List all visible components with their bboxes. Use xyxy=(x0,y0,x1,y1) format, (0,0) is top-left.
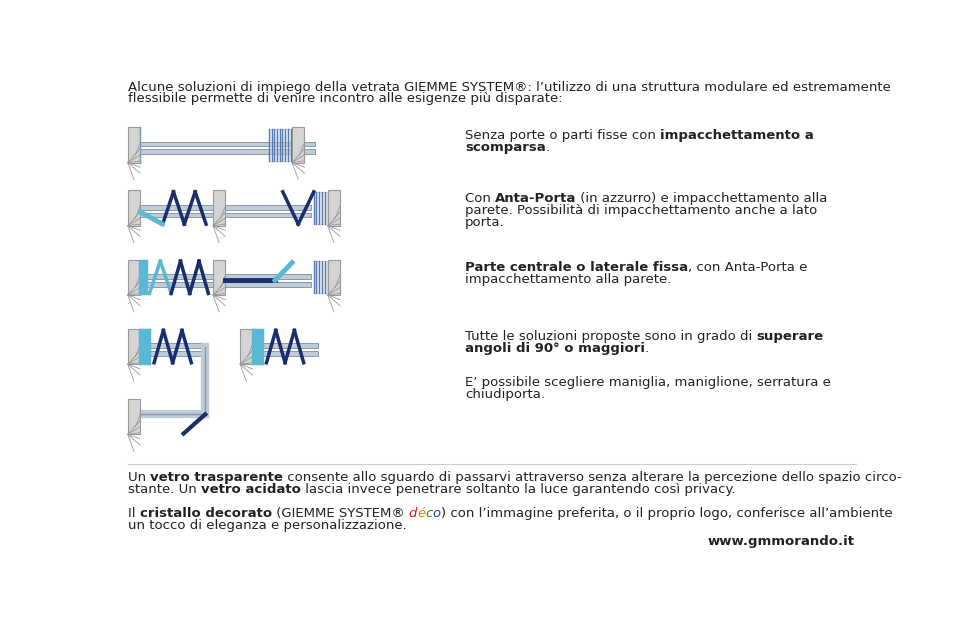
Text: parete. Possibilità di impacchettamento anche a lato: parete. Possibilità di impacchettamento … xyxy=(465,204,817,217)
Bar xyxy=(269,129,293,161)
Text: , con Anta-Porta e: , con Anta-Porta e xyxy=(688,261,807,274)
Text: é: é xyxy=(418,507,425,520)
Bar xyxy=(226,212,311,217)
Bar xyxy=(128,260,140,295)
Text: Un: Un xyxy=(128,472,150,484)
Bar xyxy=(240,329,252,364)
Text: lascia invece penetrare soltanto la luce garantendo così privacy.: lascia invece penetrare soltanto la luce… xyxy=(300,483,735,497)
Text: chiudiporta.: chiudiporta. xyxy=(465,388,545,401)
Text: (in azzurro) e impacchettamento alla: (in azzurro) e impacchettamento alla xyxy=(576,192,828,205)
Text: stante. Un: stante. Un xyxy=(128,483,201,497)
Bar xyxy=(226,274,311,279)
Bar xyxy=(140,205,218,209)
Text: E’ possibile scegliere maniglia, maniglione, serratura e: E’ possibile scegliere maniglia, manigli… xyxy=(465,376,830,389)
Text: cristallo decorato: cristallo decorato xyxy=(139,507,272,520)
Text: vetro acidato: vetro acidato xyxy=(201,483,300,497)
Bar xyxy=(252,343,318,348)
Text: (GIEMME SYSTEM®: (GIEMME SYSTEM® xyxy=(272,507,409,520)
Text: superare: superare xyxy=(756,330,824,343)
Text: Senza porte o parti fisse con: Senza porte o parti fisse con xyxy=(465,129,660,141)
Text: d: d xyxy=(409,507,417,520)
Text: c: c xyxy=(425,507,433,520)
Text: o: o xyxy=(433,507,441,520)
Bar xyxy=(128,127,140,163)
Bar xyxy=(213,190,226,226)
Bar xyxy=(327,190,340,226)
Text: vetro trasparente: vetro trasparente xyxy=(150,472,283,484)
Bar xyxy=(314,192,327,224)
Text: ) con l’immagine preferita, o il proprio logo, conferisce all’ambiente: ) con l’immagine preferita, o il proprio… xyxy=(441,507,893,520)
Text: consente allo sguardo di passarvi attraverso senza alterare la percezione dello : consente allo sguardo di passarvi attrav… xyxy=(283,472,901,484)
Bar xyxy=(140,282,218,287)
Bar xyxy=(140,343,205,348)
Text: Tutte le soluzioni proposte sono in grado di: Tutte le soluzioni proposte sono in grad… xyxy=(465,330,756,343)
Text: flessibile permette di venire incontro alle esigenze più disparate:: flessibile permette di venire incontro a… xyxy=(128,92,563,105)
Text: .: . xyxy=(645,342,649,355)
Text: .: . xyxy=(545,141,550,154)
Text: porta.: porta. xyxy=(465,216,505,229)
Bar xyxy=(140,142,315,146)
Bar xyxy=(327,260,340,295)
Text: impacchettamento alla parete.: impacchettamento alla parete. xyxy=(465,273,671,286)
Bar xyxy=(140,274,218,279)
Bar xyxy=(213,260,226,295)
Bar xyxy=(128,399,140,434)
Text: Anta-Porta: Anta-Porta xyxy=(495,192,576,205)
Bar xyxy=(128,329,140,364)
Text: Alcune soluzioni di impiego della vetrata GIEMME SYSTEM®: l’utilizzo di una stru: Alcune soluzioni di impiego della vetrat… xyxy=(128,81,891,94)
Bar xyxy=(128,190,140,226)
Bar xyxy=(226,205,311,209)
Text: angoli di 90° o maggiori: angoli di 90° o maggiori xyxy=(465,342,645,355)
Text: scomparsa: scomparsa xyxy=(465,141,545,154)
Bar xyxy=(140,212,218,217)
Text: Il: Il xyxy=(128,507,139,520)
Bar xyxy=(140,351,205,356)
Bar xyxy=(252,351,318,356)
Text: un tocco di eleganza e personalizzazione.: un tocco di eleganza e personalizzazione… xyxy=(128,519,406,532)
Text: Con: Con xyxy=(465,192,495,205)
Bar xyxy=(292,127,304,163)
Bar xyxy=(226,282,311,287)
Bar xyxy=(314,261,327,293)
Bar xyxy=(140,150,315,154)
Text: impacchettamento a: impacchettamento a xyxy=(660,129,814,141)
Text: Parte centrale o laterale fissa: Parte centrale o laterale fissa xyxy=(465,261,688,274)
Text: www.gmmorando.it: www.gmmorando.it xyxy=(708,535,854,548)
